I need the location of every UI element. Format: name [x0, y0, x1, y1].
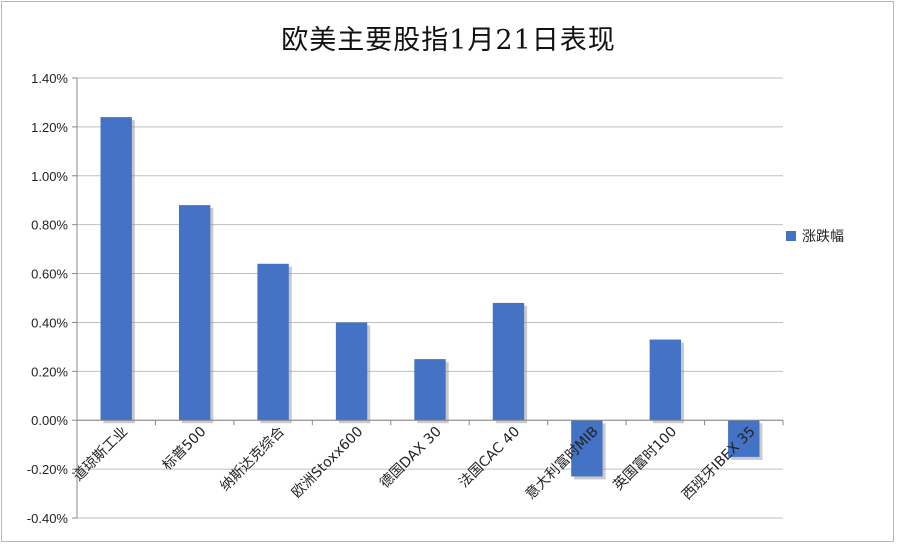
- bar: [728, 420, 760, 457]
- x-tick-label: 英国富时100: [610, 423, 681, 494]
- y-tick-label: 1.00%: [31, 169, 68, 184]
- x-tick-label: 道琼斯工业: [70, 424, 131, 485]
- bar: [335, 322, 368, 421]
- x-tick-label: 纳斯达克综合: [217, 424, 288, 495]
- x-tick-label: 法国CAC 40: [456, 424, 523, 491]
- bar: [571, 420, 603, 477]
- bar: [649, 339, 682, 421]
- y-tick-label: -0.40%: [27, 511, 69, 526]
- chart-title: 欧美主要股指1月21日表现: [281, 25, 616, 56]
- bar: [257, 263, 289, 421]
- y-tick-label: 0.60%: [31, 267, 68, 282]
- y-tick-label: 0.80%: [31, 218, 68, 233]
- y-tick-label: 0.20%: [31, 364, 68, 379]
- y-tick-label: 1.40%: [31, 71, 68, 86]
- legend-label: 涨跌幅: [802, 229, 844, 245]
- bar: [178, 205, 211, 421]
- y-tick-label: 0.00%: [31, 413, 68, 428]
- y-tick-label: 0.40%: [31, 315, 68, 330]
- x-tick-label: 西班牙IBEX 35: [679, 424, 759, 504]
- bar: [414, 359, 446, 421]
- bar: [100, 117, 132, 421]
- bar: [492, 302, 525, 421]
- y-tick-label: -0.20%: [27, 462, 69, 477]
- y-tick-label: 1.20%: [31, 120, 68, 135]
- legend-swatch: [786, 231, 796, 241]
- x-tick-label: 欧洲Stoxx600: [289, 424, 367, 502]
- legend: 涨跌幅: [786, 226, 844, 246]
- x-tick-label: 标普500: [159, 424, 209, 474]
- x-tick-label: 德国DAX 30: [377, 424, 445, 492]
